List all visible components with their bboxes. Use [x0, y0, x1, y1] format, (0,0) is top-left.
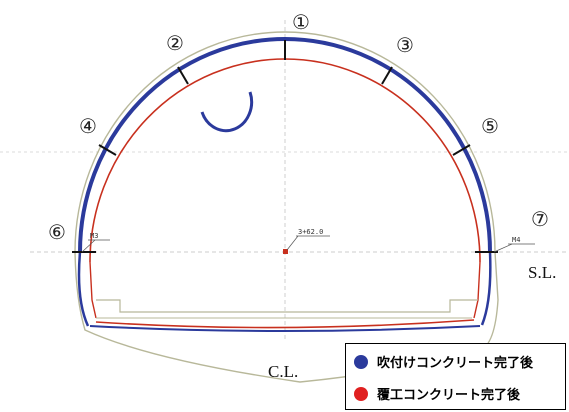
legend-label-shotcrete: 吹付けコンクリート完了後: [377, 356, 534, 371]
section-label-3: ③: [396, 33, 414, 57]
section-tick-5: [452, 144, 471, 156]
section-tick-2: [177, 66, 189, 85]
legend-label-lining: 覆工コンクリート完了後: [377, 388, 521, 403]
center-point-marker: [283, 249, 288, 254]
marker-m4-label: M4: [512, 236, 520, 244]
lining-left-wall: [89, 261, 97, 319]
center-marker-label: 3+62.0: [298, 228, 323, 236]
lining-right-wall: [473, 261, 481, 319]
shotcrete-profile: [78, 37, 492, 253]
legend-dot-blue-icon: [354, 354, 368, 369]
legend-item-lining: 覆工コンクリート完了後: [354, 384, 520, 403]
center-marker-leader: [286, 235, 299, 251]
legend-dot-red-icon: [354, 386, 368, 401]
section-tick-3: [381, 66, 393, 85]
section-tick-4: [98, 144, 117, 156]
shotcrete-left-wall: [77, 251, 90, 327]
section-label-4: ④: [79, 114, 97, 138]
scan-artefact-arc: [200, 91, 254, 133]
section-label-5: ⑤: [481, 114, 499, 138]
marker-m4-leader: [493, 243, 513, 253]
marker-m3-leader: [81, 239, 96, 253]
invert-shotcrete-line: [89, 325, 481, 332]
section-label-2: ②: [166, 31, 184, 55]
section-label-7: ⑦: [531, 207, 549, 231]
section-label-1: ①: [292, 10, 310, 34]
design-excavation-outline: [74, 31, 499, 383]
marker-m3-label: M3: [90, 232, 98, 240]
shotcrete-right-wall: [480, 251, 492, 326]
section-label-6: ⑥: [48, 220, 66, 244]
springline-label: S.L.: [528, 263, 556, 282]
invert-lining-line: [95, 319, 475, 329]
centerline-label: C.L.: [268, 362, 298, 381]
invert-design-line: [96, 299, 478, 313]
legend-item-shotcrete: 吹付けコンクリート完了後: [354, 352, 533, 371]
legend: 吹付けコンクリート完了後 覆工コンクリート完了後: [345, 343, 566, 410]
